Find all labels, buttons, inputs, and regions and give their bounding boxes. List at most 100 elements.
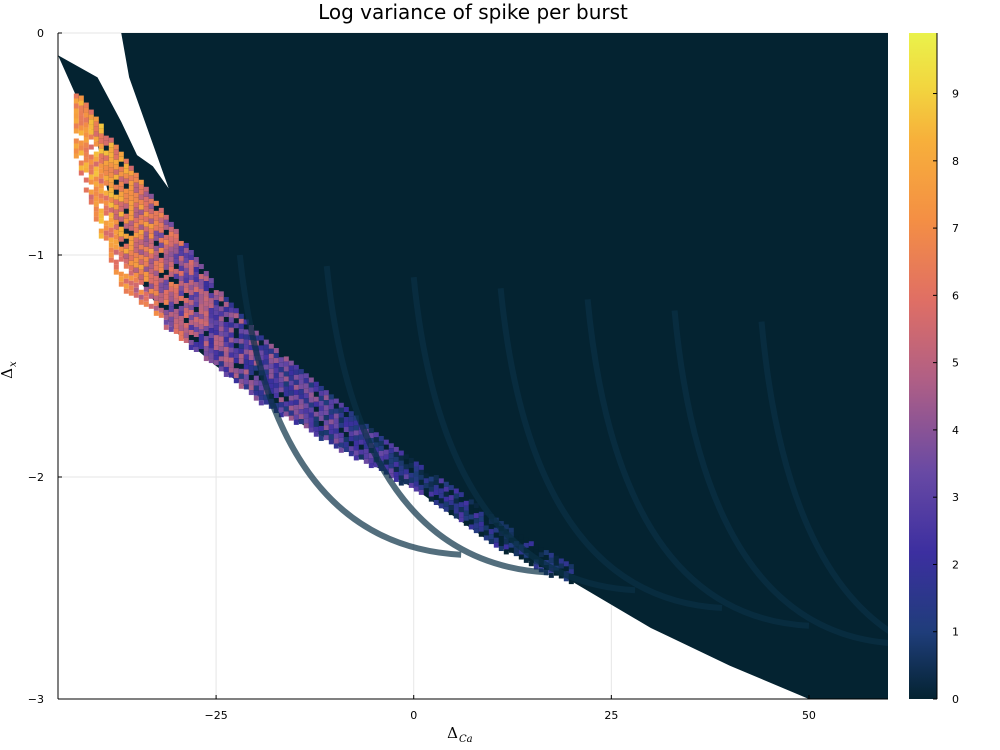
heatmap-cell <box>333 398 339 404</box>
heatmap-cell <box>453 488 459 494</box>
heatmap-cell <box>108 172 114 178</box>
heatmap-cell <box>293 374 299 380</box>
heatmap-cell <box>378 450 384 456</box>
heatmap-cell <box>138 194 144 200</box>
heatmap-cell <box>293 369 299 375</box>
heatmap-cell <box>183 287 189 293</box>
heatmap-cell <box>123 193 129 199</box>
heatmap-cell <box>193 297 199 303</box>
heatmap-cell <box>308 402 314 408</box>
heatmap-cell <box>333 428 339 434</box>
heatmap-cell <box>413 466 419 472</box>
heatmap-cell <box>193 327 199 333</box>
heatmap-cell <box>168 261 174 267</box>
heatmap-cell <box>393 451 399 457</box>
heatmap-cell <box>223 351 229 357</box>
heatmap-cell <box>148 268 154 274</box>
heatmap-arc <box>410 276 636 594</box>
heatmap-cell <box>568 564 574 570</box>
heatmap-cell <box>198 319 204 325</box>
heatmap-cell <box>268 343 274 349</box>
heatmap-cell <box>78 160 84 166</box>
heatmap-cell <box>168 271 174 277</box>
heatmap-cell <box>88 124 94 130</box>
y-tick-label: −1 <box>28 249 44 262</box>
heatmap-cell <box>288 415 294 421</box>
heatmap-cell <box>258 345 264 351</box>
heatmap-cell <box>118 206 124 212</box>
heatmap-cell <box>128 225 134 231</box>
heatmap-cell <box>128 220 134 226</box>
heatmap-cell <box>108 242 114 248</box>
heatmap-cell <box>408 477 414 483</box>
heatmap-cell <box>128 235 134 241</box>
heatmap-cell <box>283 401 289 407</box>
heatmap-cell <box>88 114 94 120</box>
heatmap-cell <box>438 483 444 489</box>
heatmap-cell <box>373 432 379 438</box>
heatmap-cell <box>258 385 264 391</box>
heatmap-cell <box>138 244 144 250</box>
heatmap-cell <box>198 284 204 290</box>
heatmap-cell <box>233 378 239 384</box>
heatmap-cell <box>408 482 414 488</box>
heatmap-cell <box>78 115 84 121</box>
heatmap-cell <box>428 476 434 482</box>
heatmap-cell <box>323 410 329 416</box>
heatmap-cell <box>118 211 124 217</box>
heatmap-cell <box>178 320 184 326</box>
heatmap-cell <box>258 355 264 361</box>
heatmap-cell <box>138 229 144 235</box>
heatmap-cell <box>153 200 159 206</box>
heatmap-band <box>73 93 574 585</box>
heatmap-cell <box>288 405 294 411</box>
heatmap-cell <box>483 525 489 531</box>
heatmap-cell <box>303 393 309 399</box>
heatmap-cell <box>173 238 179 244</box>
heatmap-cell <box>183 312 189 318</box>
heatmap-cell <box>208 323 214 329</box>
heatmap-cell <box>143 216 149 222</box>
heatmap-cell <box>328 424 334 430</box>
heatmap-cell <box>223 366 229 372</box>
heatmap-cell <box>153 255 159 261</box>
heatmap-cell <box>223 371 229 377</box>
heatmap-cell <box>138 279 144 285</box>
heatmap-cell <box>233 323 239 329</box>
heatmap-cell <box>548 572 554 578</box>
heatmap-cell <box>168 306 174 312</box>
heatmap-cell <box>198 299 204 305</box>
heatmap-cell <box>103 205 109 211</box>
heatmap-cell <box>103 220 109 226</box>
heatmap-cell <box>183 322 189 328</box>
heatmap-cell <box>198 304 204 310</box>
heatmap-cell <box>138 254 144 260</box>
heatmap-cell <box>103 230 109 236</box>
heatmap-cell <box>278 362 284 368</box>
heatmap-cell <box>348 431 354 437</box>
heatmap-cell <box>118 246 124 252</box>
heatmap-cell <box>178 290 184 296</box>
heatmap-cell <box>338 432 344 438</box>
heatmap-cell <box>183 242 189 248</box>
heatmap-cell <box>233 358 239 364</box>
heatmap-cell <box>348 421 354 427</box>
heatmap-cell <box>133 272 139 278</box>
heatmap-cell <box>318 430 324 436</box>
heatmap-cell <box>158 232 164 238</box>
heatmap-cell <box>303 398 309 404</box>
heatmap-cell <box>113 209 119 215</box>
heatmap-cell <box>333 443 339 449</box>
heatmap-cell <box>203 296 209 302</box>
heatmap-cell <box>108 237 114 243</box>
heatmap-cell <box>78 150 84 156</box>
heatmap-cell <box>388 453 394 459</box>
heatmap-cell <box>278 357 284 363</box>
heatmap-cell <box>118 251 124 257</box>
heatmap-cell <box>343 422 349 428</box>
heatmap-cell <box>168 316 174 322</box>
heatmap-cell <box>128 180 134 186</box>
heatmap-cell <box>393 471 399 477</box>
heatmap-cell <box>298 389 304 395</box>
heatmap-cell <box>198 314 204 320</box>
